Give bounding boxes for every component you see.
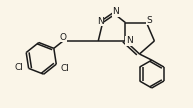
Text: S: S (147, 16, 152, 25)
Text: N: N (126, 36, 133, 45)
Text: Cl: Cl (61, 64, 70, 73)
Text: O: O (59, 33, 66, 42)
Text: N: N (113, 7, 119, 16)
Text: Cl: Cl (14, 63, 23, 72)
Text: N: N (97, 17, 103, 26)
